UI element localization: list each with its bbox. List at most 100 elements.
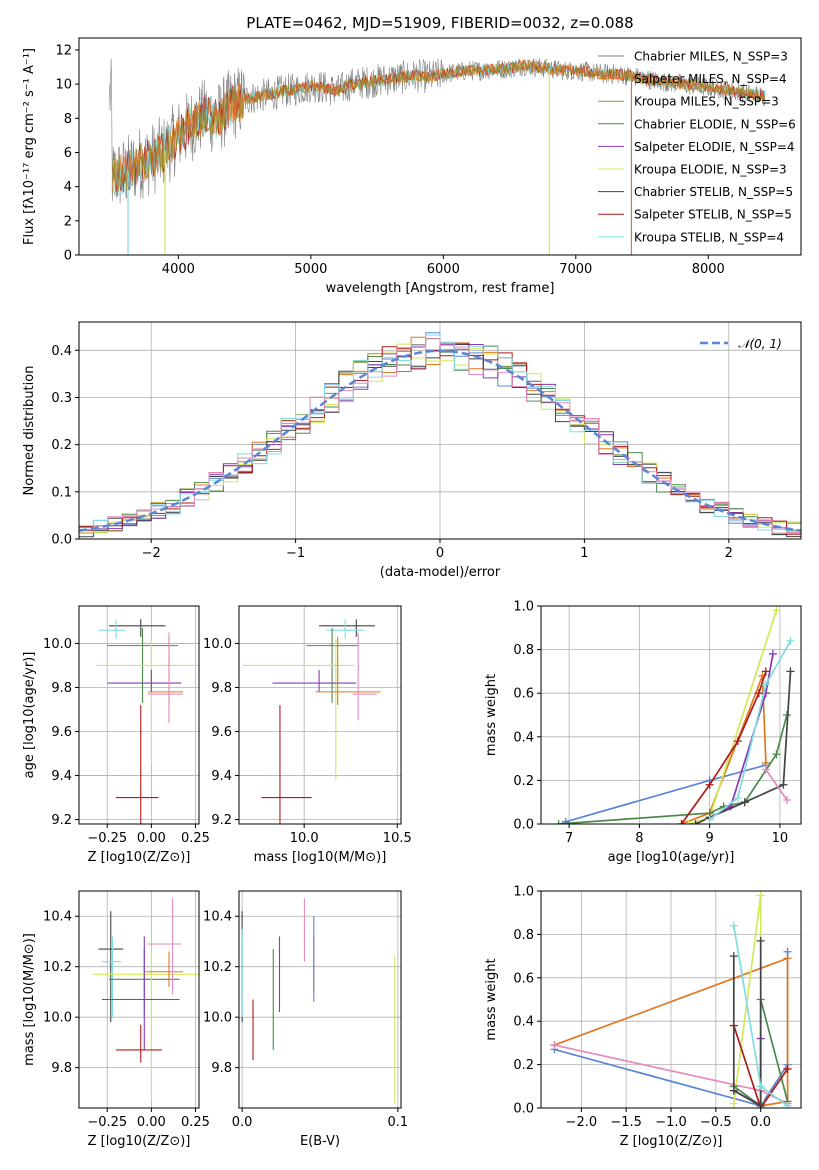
legend-label: Chabrier MILES, N_SSP=3 — [634, 50, 788, 64]
series-marker — [761, 765, 770, 774]
legend-label: Salpeter STELIB, N_SSP=5 — [634, 208, 792, 222]
x-axis-label: age [log10(age/yr)] — [608, 850, 735, 865]
y-tick-label: 0.3 — [51, 391, 72, 406]
y-tick-label: 0.6 — [513, 687, 534, 702]
y-tick-label: 0.2 — [513, 1058, 534, 1073]
x-tick-label: −1.0 — [655, 1115, 687, 1130]
series-marker — [729, 1099, 738, 1108]
model-spectrum-line — [111, 59, 766, 194]
y-tick-label: 4 — [64, 180, 72, 195]
normal-curve-line — [79, 349, 801, 532]
series-marker — [779, 780, 788, 789]
y-tick-label: 9.8 — [211, 1061, 232, 1076]
y-tick-label: 9.2 — [51, 813, 72, 828]
series-marker — [733, 793, 742, 802]
series-marker — [733, 737, 742, 746]
axes-frame — [78, 890, 200, 1109]
series-marker — [677, 820, 686, 824]
weight-vs-z-panel: −2.0 −1.5 −1.0 −0.5 0.0 0.0 0.2 0.4 0.6 0.8 1.0 Z [… — [484, 885, 802, 1149]
x-tick-label: 10.5 — [383, 831, 412, 846]
plot-area — [79, 322, 801, 539]
x-tick-label: −0.25 — [87, 831, 127, 846]
y-tick-label: 10.2 — [43, 960, 72, 975]
y-tick-label: 0.0 — [51, 533, 72, 548]
y-tick-label: 2 — [64, 214, 72, 229]
y-tick-label: 10.0 — [203, 637, 232, 652]
series-marker — [783, 1101, 792, 1108]
y-tick-label: 12 — [55, 43, 72, 58]
x-tick-label: 2 — [725, 546, 733, 561]
x-tick-label: 8 — [635, 831, 643, 846]
histogram-line — [79, 342, 801, 535]
x-tick-label: 10 — [772, 831, 789, 846]
y-tick-label: 10.4 — [203, 910, 232, 925]
x-tick-label: 6000 — [427, 262, 460, 277]
plot-area — [239, 606, 401, 824]
series-marker — [684, 820, 693, 824]
mass-vs-z-panel: −0.25 0.00 0.25 9.8 10.0 10.2 10.4 Z [log10(Z/Z… — [22, 890, 210, 1149]
y-axis-label: Flux [fλ10⁻¹⁷ erg cm⁻² s⁻¹ A⁻¹] — [22, 48, 37, 245]
y-axis-label: mass weight — [484, 958, 499, 1040]
y-tick-label: 0.1 — [51, 485, 72, 500]
series-marker — [754, 689, 763, 698]
y-tick-label: 9.6 — [51, 725, 72, 740]
y-tick-label: 9.6 — [211, 725, 232, 740]
y-tick-label: 9.4 — [51, 769, 72, 784]
y-tick-label: 1.0 — [513, 885, 534, 900]
y-tick-label: 0.6 — [513, 971, 534, 986]
series-marker — [761, 680, 770, 689]
y-tick-label: 0.2 — [513, 774, 534, 789]
series-marker — [756, 936, 765, 945]
x-tick-label: −2 — [142, 546, 161, 561]
legend-label: Salpeter ELODIE, N_SSP=4 — [634, 140, 795, 154]
series-marker — [786, 636, 795, 645]
legend-label: Chabrier ELODIE, N_SSP=6 — [634, 117, 796, 131]
series-line — [554, 957, 789, 1107]
series-line — [732, 940, 762, 1108]
x-tick-label: 7000 — [559, 262, 592, 277]
legend-label: 𝒩(0, 1) — [738, 337, 782, 351]
y-tick-label: 10.0 — [203, 1011, 232, 1026]
y-tick-label: 0.2 — [51, 438, 72, 453]
y-tick-label: 8 — [64, 112, 72, 127]
series-marker — [561, 817, 570, 824]
x-tick-label: −1 — [286, 546, 305, 561]
mass-vs-ebv-panel: 0.0 0.1 9.8 10.0 10.2 10.4 E(B-V) — [203, 890, 408, 1149]
series-marker — [756, 1082, 765, 1091]
x-axis-label: (data-model)/error — [380, 565, 501, 580]
legend-label: Kroupa MILES, N_SSP=3 — [634, 95, 779, 109]
y-axis-label: Normed distribution — [22, 366, 37, 496]
x-tick-label: 0.25 — [181, 831, 210, 846]
series-marker — [550, 1041, 559, 1050]
series-marker — [783, 1064, 792, 1073]
series-marker — [705, 780, 714, 789]
age-vs-mass-panel: 10.0 10.5 9.2 9.4 9.6 9.8 10.0 mass [log10(M/M⊙… — [203, 605, 412, 865]
axes-frame — [238, 890, 402, 1109]
x-tick-label: 7 — [565, 831, 573, 846]
series-marker — [783, 954, 792, 963]
x-tick-label: −0.5 — [700, 1115, 732, 1130]
x-tick-label: 0.00 — [137, 831, 166, 846]
series-marker — [729, 921, 738, 930]
axes-frame — [78, 37, 802, 256]
x-tick-label: 0.00 — [137, 1115, 166, 1130]
x-tick-label: 9 — [706, 831, 714, 846]
series-marker — [729, 952, 738, 961]
series-marker — [761, 667, 770, 676]
y-tick-label: 0.8 — [513, 928, 534, 943]
y-tick-label: 6 — [64, 146, 72, 161]
weight-vs-age-panel: 7 8 9 10 0.0 0.2 0.4 0.6 0.8 1.0 age [log10(age/yr… — [484, 600, 802, 865]
x-axis-label: mass [log10(M/M⊙)] — [254, 850, 387, 865]
model-spectrum-line — [111, 60, 765, 192]
series-marker — [756, 891, 765, 900]
x-axis-label: wavelength [Angstrom, rest frame] — [326, 281, 555, 296]
legend-label: Kroupa STELIB, N_SSP=4 — [634, 230, 784, 244]
x-tick-label: −0.25 — [87, 1115, 127, 1130]
series-marker — [768, 649, 777, 658]
series-line — [558, 714, 788, 824]
y-axis-label: mass [log10(M/M⊙)] — [22, 933, 37, 1066]
plot-area — [541, 891, 801, 1108]
y-tick-label: 10.2 — [203, 960, 232, 975]
series-marker — [756, 1101, 765, 1108]
